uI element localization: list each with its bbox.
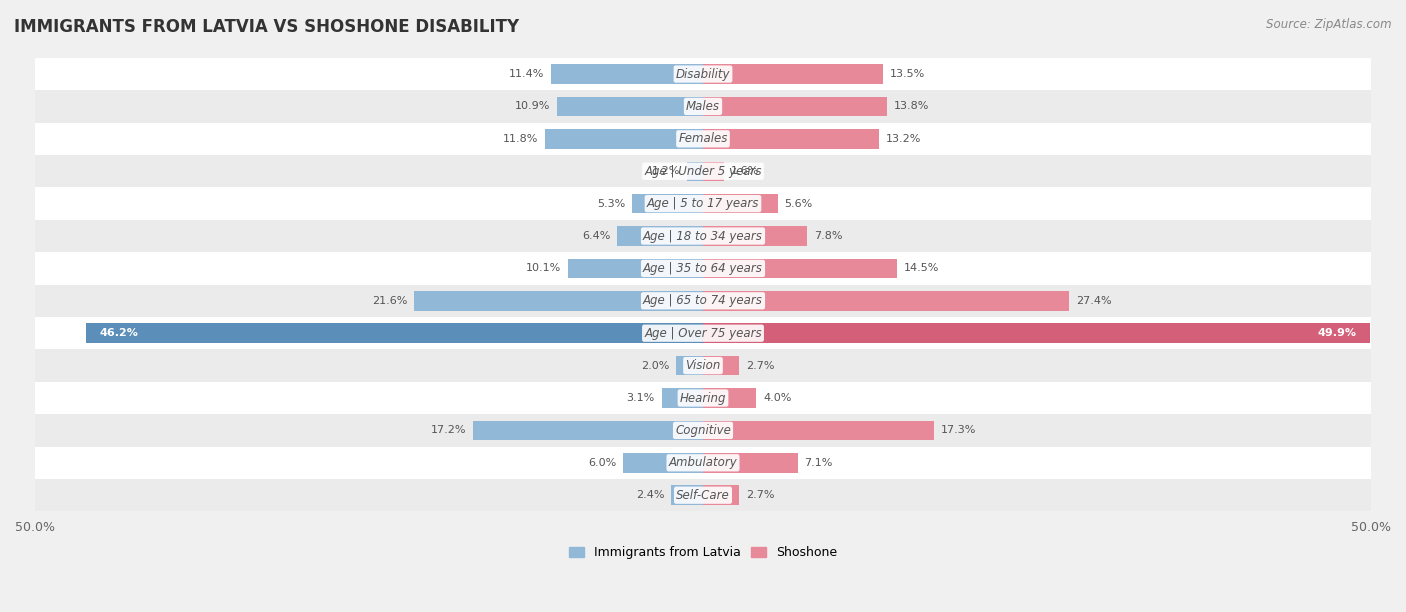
Bar <box>703 356 740 375</box>
Bar <box>703 162 724 181</box>
Text: 2.4%: 2.4% <box>636 490 664 500</box>
Bar <box>35 349 1371 382</box>
Bar <box>35 90 1371 122</box>
Text: Self-Care: Self-Care <box>676 489 730 502</box>
Text: 14.5%: 14.5% <box>904 263 939 274</box>
Bar <box>35 252 1371 285</box>
Bar <box>703 420 934 440</box>
Bar <box>551 64 703 84</box>
Bar <box>688 162 703 181</box>
Text: 10.9%: 10.9% <box>516 102 551 111</box>
Bar <box>703 64 883 84</box>
Bar <box>703 388 756 408</box>
Bar <box>35 122 1371 155</box>
Text: Age | Over 75 years: Age | Over 75 years <box>644 327 762 340</box>
Bar <box>35 58 1371 90</box>
Text: 17.2%: 17.2% <box>432 425 467 435</box>
Text: Cognitive: Cognitive <box>675 424 731 437</box>
Text: 7.8%: 7.8% <box>814 231 842 241</box>
Text: Age | 35 to 64 years: Age | 35 to 64 years <box>643 262 763 275</box>
Text: Age | 18 to 34 years: Age | 18 to 34 years <box>643 230 763 242</box>
Text: 2.7%: 2.7% <box>745 360 775 371</box>
Bar <box>703 97 887 116</box>
Bar <box>86 324 703 343</box>
Bar <box>623 453 703 472</box>
Bar <box>703 485 740 505</box>
Text: 17.3%: 17.3% <box>941 425 976 435</box>
Text: Ambulatory: Ambulatory <box>669 457 737 469</box>
Text: 13.8%: 13.8% <box>894 102 929 111</box>
Bar <box>703 259 897 278</box>
Text: 2.0%: 2.0% <box>641 360 669 371</box>
Bar <box>703 291 1069 310</box>
Bar <box>568 259 703 278</box>
Text: 13.2%: 13.2% <box>886 134 921 144</box>
Bar <box>703 453 797 472</box>
Text: Age | Under 5 years: Age | Under 5 years <box>644 165 762 177</box>
Bar <box>35 155 1371 187</box>
Text: 10.1%: 10.1% <box>526 263 561 274</box>
Bar <box>415 291 703 310</box>
Legend: Immigrants from Latvia, Shoshone: Immigrants from Latvia, Shoshone <box>564 541 842 564</box>
Bar <box>546 129 703 149</box>
Bar <box>557 97 703 116</box>
Text: 1.2%: 1.2% <box>652 166 681 176</box>
Text: 2.7%: 2.7% <box>745 490 775 500</box>
Bar <box>35 479 1371 512</box>
Bar <box>474 420 703 440</box>
Text: 27.4%: 27.4% <box>1076 296 1111 306</box>
Text: 5.6%: 5.6% <box>785 199 813 209</box>
Text: Source: ZipAtlas.com: Source: ZipAtlas.com <box>1267 18 1392 31</box>
Text: Age | 5 to 17 years: Age | 5 to 17 years <box>647 197 759 210</box>
Bar <box>703 324 1369 343</box>
Bar <box>671 485 703 505</box>
Bar <box>703 129 879 149</box>
Text: 3.1%: 3.1% <box>627 393 655 403</box>
Text: 6.0%: 6.0% <box>588 458 616 468</box>
Text: 1.6%: 1.6% <box>731 166 759 176</box>
Text: 46.2%: 46.2% <box>100 328 138 338</box>
Text: 6.4%: 6.4% <box>582 231 610 241</box>
Bar <box>35 317 1371 349</box>
Text: 49.9%: 49.9% <box>1317 328 1357 338</box>
Bar <box>35 382 1371 414</box>
Text: Age | 65 to 74 years: Age | 65 to 74 years <box>643 294 763 307</box>
Bar <box>35 187 1371 220</box>
Bar <box>703 194 778 214</box>
Text: 11.4%: 11.4% <box>509 69 544 79</box>
Bar <box>676 356 703 375</box>
Text: Females: Females <box>678 132 728 145</box>
Text: 4.0%: 4.0% <box>763 393 792 403</box>
Text: 7.1%: 7.1% <box>804 458 832 468</box>
Text: Hearing: Hearing <box>679 392 727 405</box>
Text: 11.8%: 11.8% <box>503 134 538 144</box>
Text: Vision: Vision <box>685 359 721 372</box>
Text: Males: Males <box>686 100 720 113</box>
Bar <box>35 285 1371 317</box>
Text: 21.6%: 21.6% <box>373 296 408 306</box>
Text: 13.5%: 13.5% <box>890 69 925 79</box>
Bar <box>703 226 807 246</box>
Text: IMMIGRANTS FROM LATVIA VS SHOSHONE DISABILITY: IMMIGRANTS FROM LATVIA VS SHOSHONE DISAB… <box>14 18 519 36</box>
Bar <box>35 447 1371 479</box>
Bar <box>35 414 1371 447</box>
Bar <box>633 194 703 214</box>
Bar <box>617 226 703 246</box>
Bar <box>35 220 1371 252</box>
Text: Disability: Disability <box>676 67 730 81</box>
Bar <box>662 388 703 408</box>
Text: 5.3%: 5.3% <box>598 199 626 209</box>
